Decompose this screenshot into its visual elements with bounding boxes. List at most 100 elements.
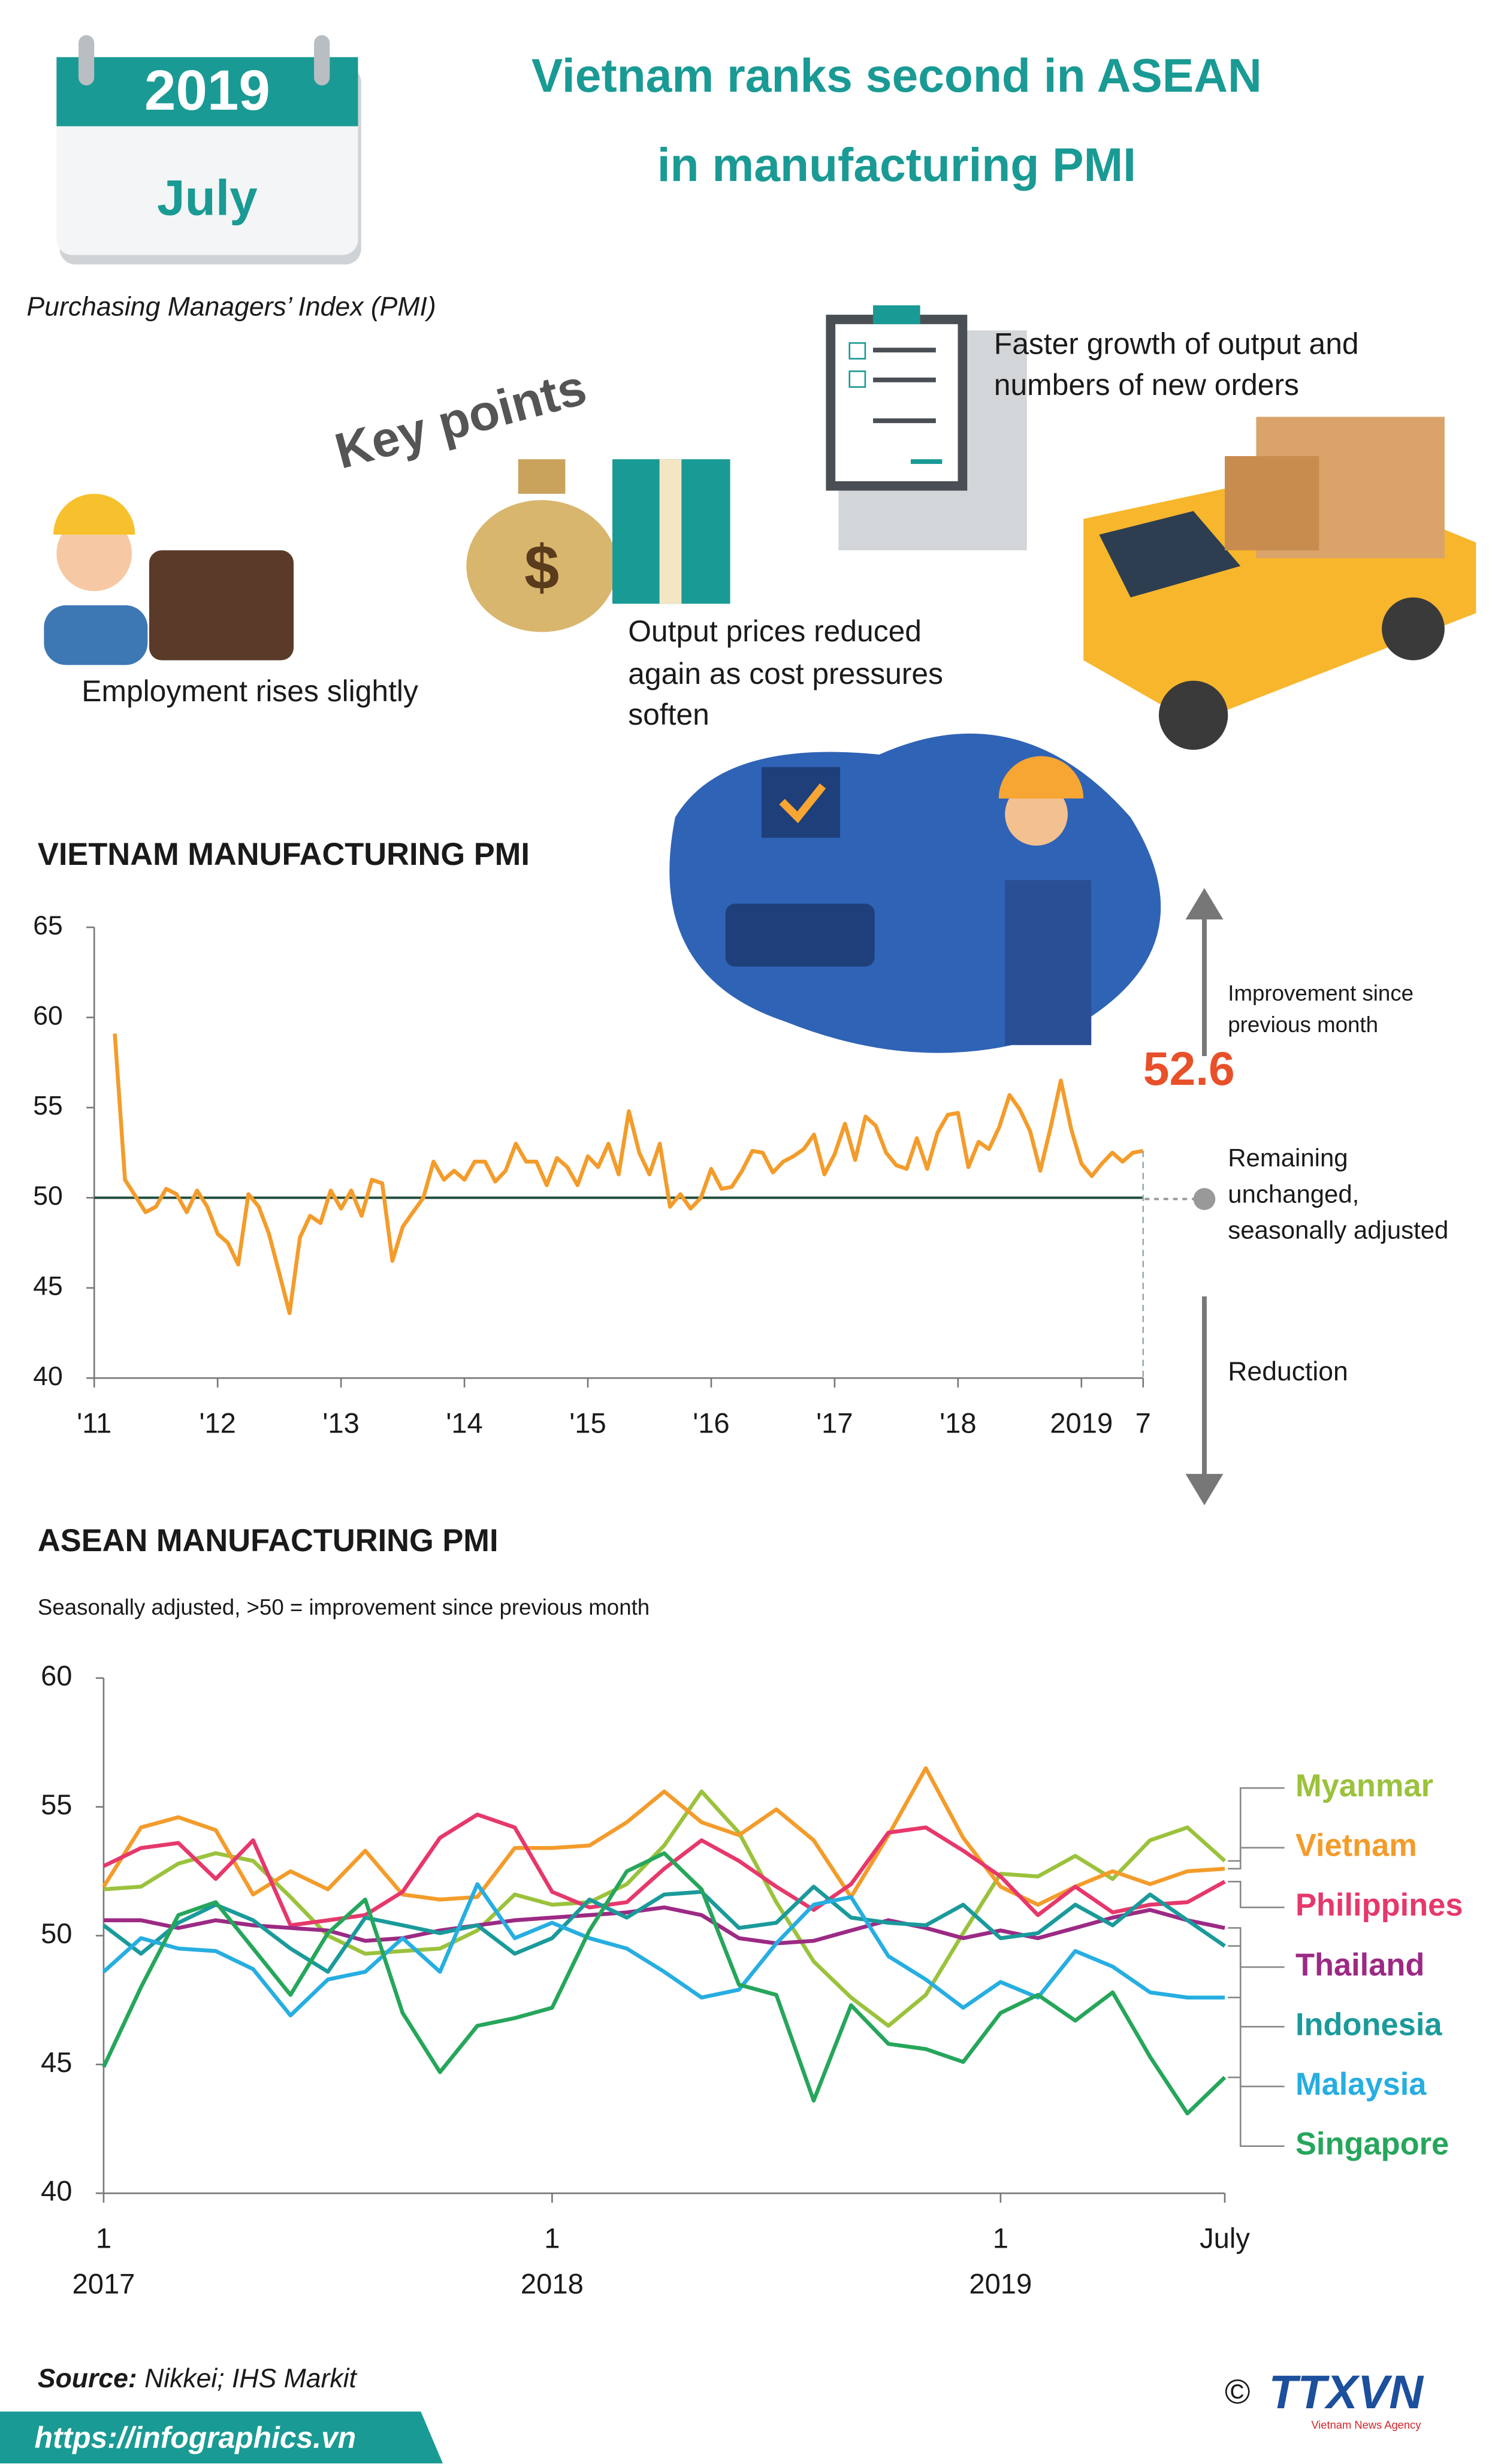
url[interactable]: https://infographics.vn <box>35 2421 357 2454</box>
data-line <box>102 1884 1226 1974</box>
data-line <box>102 1812 1226 1928</box>
legend-label: Thailand <box>1295 1948 1424 1983</box>
data-line <box>101 1851 1227 2116</box>
x-year-label: 2017 <box>73 2267 135 2299</box>
annotation: previous month <box>1228 1012 1378 1037</box>
annotation: seasonally adjusted <box>1228 1216 1448 1244</box>
illustration-part <box>1382 597 1445 661</box>
annotation: unchanged, <box>1228 1180 1359 1208</box>
illustration-part <box>873 418 936 423</box>
legend-label: Philippines <box>1295 1888 1463 1923</box>
key-point: Output prices reduced <box>628 614 922 648</box>
logo: TTXVN <box>1269 2366 1424 2418</box>
illustration-part <box>873 348 936 352</box>
y-tick-label: 55 <box>41 1789 72 1820</box>
key-point: Employment rises slightly <box>81 674 418 708</box>
legend-connector <box>1228 1787 1285 1862</box>
key-point: again as cost pressures <box>628 657 943 690</box>
direction-arrows <box>1144 888 1224 1506</box>
illustration-part <box>848 370 866 388</box>
illustration-part <box>761 767 840 838</box>
x-tick-label: '12 <box>199 1407 235 1438</box>
y-tick-label: 60 <box>33 1001 63 1030</box>
calendar <box>56 35 361 265</box>
x-year-label: 2018 <box>521 2267 584 2299</box>
illustration-part: $ <box>524 533 559 603</box>
title: in manufacturing PMI <box>657 138 1136 191</box>
data-line <box>113 1033 1144 1316</box>
y-tick-label: 40 <box>41 2175 72 2207</box>
data-line <box>103 1789 1227 2028</box>
x-tick-label: 7 <box>1135 1407 1151 1438</box>
illustration-part <box>659 459 682 604</box>
x-tick-label: '15 <box>569 1407 606 1438</box>
subtitle: Purchasing Managers’ Index (PMI) <box>27 292 436 321</box>
legend-connector <box>1228 2076 1285 2147</box>
x-tick-label: '18 <box>940 1407 976 1438</box>
year: 2019 <box>144 59 270 122</box>
data-line <box>102 1766 1225 1907</box>
money-icon: $ <box>466 459 730 632</box>
x-tick-label: 1 <box>993 2222 1008 2254</box>
legend-label: Singapore <box>1295 2127 1449 2162</box>
data-line <box>102 1882 1225 2017</box>
illustration-part <box>1005 783 1068 846</box>
value-label: 52.6 <box>1143 1042 1235 1095</box>
illustration-part <box>910 459 943 465</box>
x-tick-label: '16 <box>693 1407 729 1438</box>
x-year-label: 2019 <box>969 2267 1032 2299</box>
x-tick-label: 1 <box>544 2222 560 2254</box>
legend-connector <box>1228 1847 1285 1870</box>
illustration-part <box>873 377 936 382</box>
y-tick-label: 55 <box>33 1091 63 1121</box>
illustration-part <box>1225 456 1319 551</box>
worker-icon <box>44 493 294 665</box>
illustration-part <box>1005 880 1092 1045</box>
y-tick-label: 45 <box>33 1272 63 1301</box>
illustration-part <box>314 35 330 86</box>
legend-label: Indonesia <box>1295 2007 1442 2042</box>
x-tick-label: '11 <box>77 1407 111 1438</box>
truck-icon <box>1083 417 1476 750</box>
illustration-part <box>149 550 294 661</box>
x-tick-label: '17 <box>816 1407 853 1438</box>
footer-band <box>0 2411 443 2464</box>
annotation: Improvement since <box>1228 981 1414 1005</box>
key-point: numbers of new orders <box>994 368 1299 402</box>
legend-label: Malaysia <box>1295 2067 1427 2102</box>
x-tick-label: '14 <box>446 1407 482 1438</box>
illustration-part <box>78 35 95 86</box>
key-point: Faster growth of output and <box>994 327 1359 361</box>
logo-subtitle: Vietnam News Agency <box>1311 2418 1421 2431</box>
data-line <box>103 1905 1225 1946</box>
illustration-part <box>518 459 566 494</box>
title: Vietnam ranks second in ASEAN <box>531 49 1262 102</box>
month: July <box>157 170 258 226</box>
source-label: Source: <box>38 2364 137 2393</box>
illustration-part <box>44 605 148 665</box>
x-tick-label: '13 <box>322 1407 359 1438</box>
illustration-part <box>725 903 875 967</box>
chart-title: VIETNAM MANUFACTURING PMI <box>38 837 530 872</box>
key-point: soften <box>628 698 709 731</box>
legend-label: Vietnam <box>1295 1829 1417 1863</box>
clipboard-icon <box>826 305 1027 551</box>
y-tick-label: 60 <box>41 1660 72 1691</box>
source: Source: Nikkei; IHS Markit <box>38 2364 358 2393</box>
illustration-part <box>1158 680 1228 750</box>
illustration-part <box>1099 511 1241 598</box>
annotation: Remaining <box>1228 1144 1348 1172</box>
illustration-part <box>1185 888 1224 920</box>
copyright: © <box>1225 2373 1250 2411</box>
illustration-part <box>779 783 826 824</box>
source-text: Nikkei; IHS Markit <box>144 2364 357 2393</box>
illustration-part <box>466 500 617 632</box>
x-tick-label: July <box>1200 2222 1250 2254</box>
illustration-part <box>1185 1474 1224 1506</box>
illustration-part <box>53 493 135 535</box>
x-tick-label: 2019 <box>1050 1407 1113 1438</box>
illustration-part <box>848 342 866 360</box>
illustration-part <box>998 756 1084 799</box>
